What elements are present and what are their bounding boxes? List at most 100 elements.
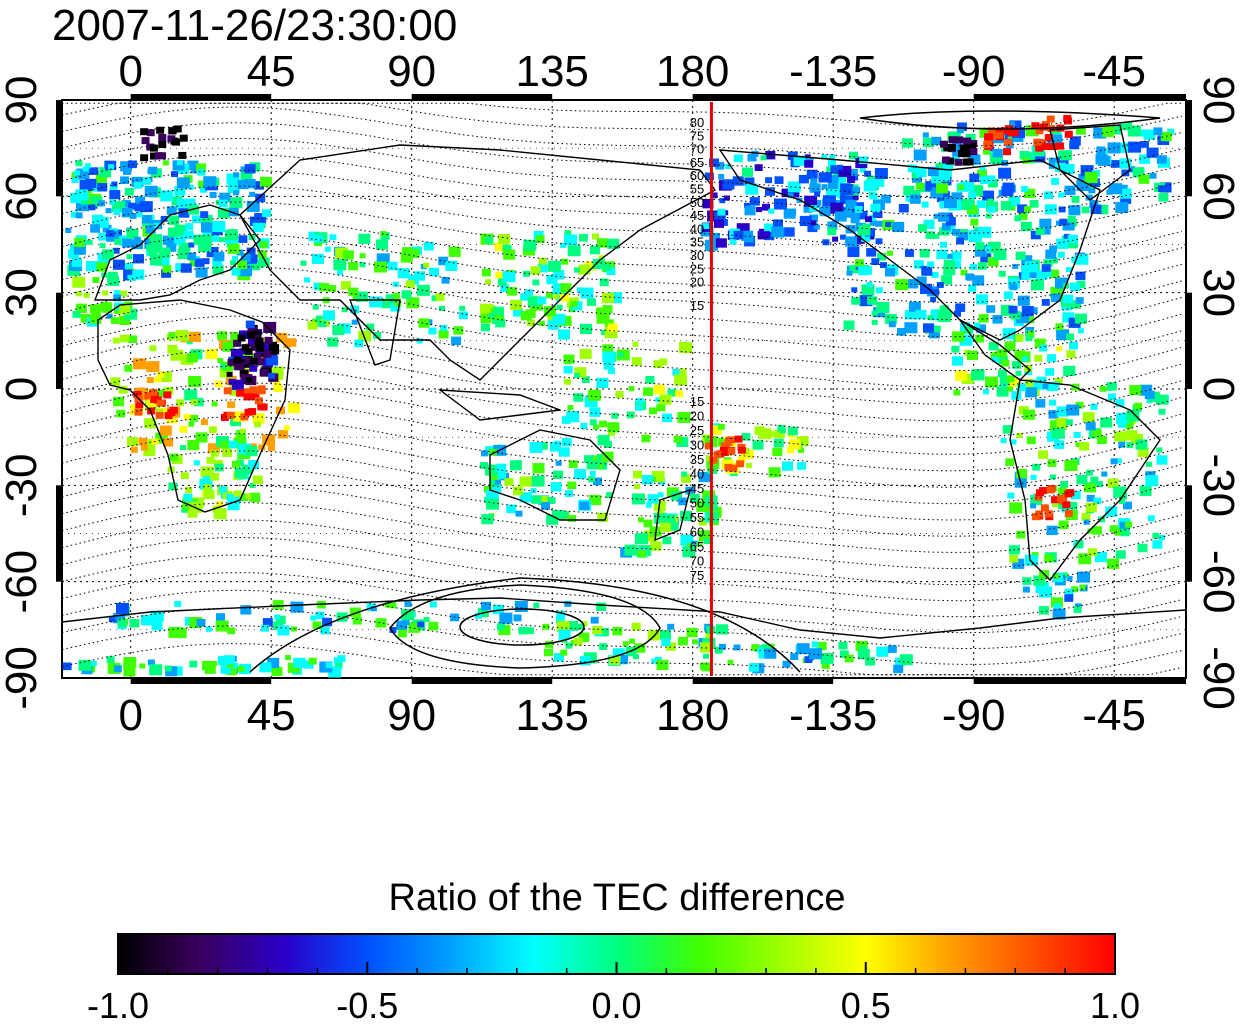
tec-patch: [679, 368, 687, 375]
tec-patch: [851, 287, 858, 293]
tec-patch: [266, 355, 279, 366]
tec-patch: [857, 649, 870, 660]
tec-patch: [1066, 350, 1076, 358]
tec-patch: [859, 167, 866, 173]
tec-patch: [772, 447, 783, 457]
tec-patch: [899, 654, 913, 666]
tec-patch: [558, 329, 570, 340]
tec-patch: [95, 173, 107, 184]
tec-patch: [871, 310, 878, 316]
tec-patch: [1085, 194, 1093, 201]
tec-patch: [951, 155, 960, 162]
tec-patch: [1042, 383, 1049, 389]
tec-patch: [768, 208, 775, 214]
tec-patch: [249, 492, 261, 503]
tec-patch: [615, 391, 624, 398]
tec-patch: [1054, 440, 1065, 449]
tec-patch: [754, 164, 763, 171]
tec-patch: [1093, 497, 1102, 505]
tec-patch: [188, 376, 202, 388]
tec-patch: [932, 325, 941, 333]
tec-patch: [214, 463, 224, 472]
tec-patch: [617, 352, 624, 358]
tec-patch: [158, 140, 167, 148]
tec-patch: [938, 212, 949, 222]
tec-patch: [638, 517, 644, 523]
tec-patch: [787, 426, 798, 436]
tec-patch: [922, 132, 929, 138]
tec-patch: [322, 310, 335, 321]
contour-line: [62, 554, 1183, 618]
tec-patch: [553, 294, 560, 300]
tec-patch: [560, 293, 569, 302]
tec-patch: [1064, 130, 1073, 138]
tec-patch: [818, 172, 831, 183]
tec-patch: [945, 217, 956, 226]
tec-patch: [113, 290, 120, 296]
tec-patch: [209, 192, 217, 198]
tec-patch: [252, 475, 263, 484]
tec-patch: [584, 396, 598, 408]
tec-patch: [71, 177, 79, 183]
tec-patch: [1044, 510, 1053, 518]
tec-patch: [995, 131, 1004, 139]
tec-patch: [1046, 139, 1054, 146]
tec-patch: [606, 267, 616, 276]
tec-patch: [707, 210, 721, 222]
tec-patch: [109, 199, 116, 205]
tec-patch: [249, 482, 256, 488]
tec-patch: [219, 368, 231, 378]
tec-patch: [656, 659, 669, 670]
tec-patch: [178, 151, 187, 159]
tec-patch: [1152, 532, 1160, 539]
contour-label: 45: [690, 208, 704, 223]
tec-patch: [102, 290, 109, 296]
tec-patch: [398, 629, 407, 638]
tec-patch: [1022, 356, 1028, 362]
tec-patch: [865, 216, 872, 223]
tec-patch: [1014, 215, 1022, 222]
tec-patch: [951, 251, 962, 260]
tec-patch: [283, 342, 291, 349]
tec-patch: [206, 247, 219, 258]
contour-label: 20: [690, 275, 704, 290]
tec-patch: [459, 305, 466, 311]
tec-patch: [124, 364, 133, 372]
tec-patch: [300, 260, 307, 266]
tec-patch: [892, 221, 905, 233]
tec-patch: [1075, 541, 1084, 548]
tec-patch: [226, 411, 235, 419]
tec-patch: [355, 291, 368, 302]
tec-patch: [757, 648, 764, 654]
tec-patch: [854, 206, 863, 213]
tec-patch: [1031, 122, 1040, 130]
tec-patch: [506, 504, 517, 514]
tec-patch: [231, 379, 244, 390]
tec-patch: [913, 260, 924, 269]
tec-patch: [481, 268, 491, 277]
tec-patch: [847, 176, 856, 183]
lat-tick-label: 90: [1194, 76, 1240, 125]
tec-patch: [1140, 141, 1149, 148]
tec-patch: [1026, 316, 1035, 324]
tec-patch: [1156, 455, 1168, 465]
tec-patch: [1004, 138, 1013, 146]
tec-patch: [727, 659, 734, 665]
tec-patch: [127, 160, 137, 169]
tec-patch: [110, 317, 119, 324]
tec-patch: [246, 254, 258, 264]
tec-patch: [180, 445, 186, 451]
tec-patch: [657, 492, 664, 498]
tec-patch: [1016, 468, 1028, 479]
tec-patch: [227, 666, 237, 676]
tec-patch: [912, 174, 922, 183]
tec-patch: [130, 446, 138, 453]
tec-patch: [810, 178, 818, 185]
tec-patch: [526, 319, 535, 327]
lat-tick-label: 60: [0, 172, 46, 221]
tec-patch: [498, 234, 511, 245]
tec-patch: [1077, 571, 1090, 583]
tec-patch: [159, 425, 172, 436]
tec-patch: [542, 623, 550, 630]
tec-patch: [874, 178, 885, 187]
